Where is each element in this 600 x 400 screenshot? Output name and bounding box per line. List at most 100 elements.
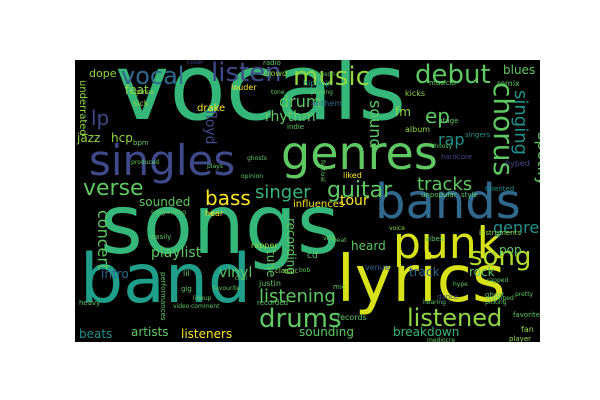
cloud-word-vocal: vocal xyxy=(121,62,185,90)
cloud-word-unpopular: unpopular xyxy=(421,191,457,199)
cloud-word-bass: bass xyxy=(205,186,251,210)
cloud-word-ep: ep xyxy=(425,104,450,128)
cloud-word-heavy: heavy xyxy=(79,299,101,307)
cloud-word-cd: cd xyxy=(307,251,318,261)
cloud-word-crowd: crowd xyxy=(263,69,288,78)
cloud-word-talented: talented xyxy=(485,185,515,193)
cloud-word-punk: punk xyxy=(393,218,503,269)
cloud-word-singer: singer xyxy=(255,182,311,203)
cloud-word-chill: chill xyxy=(235,275,248,282)
cloud-word-musical: musical xyxy=(429,79,456,87)
cloud-word-justin: justin xyxy=(259,279,281,288)
cloud-word-songwriting: songwriting xyxy=(151,209,187,216)
cloud-word-sounded: sounded xyxy=(139,195,191,209)
cloud-word-cover: cover xyxy=(187,60,204,66)
cloud-word-voice: voice xyxy=(389,225,405,232)
cloud-word-songs: songs xyxy=(100,178,340,273)
cloud-word-vibes: vibes xyxy=(425,235,444,243)
cloud-word-gonna: gonna xyxy=(135,89,154,96)
cloud-word-listen: listen xyxy=(211,60,282,88)
cloud-word-singles: singles xyxy=(89,136,236,185)
cloud-word-tracks: tracks xyxy=(417,174,473,195)
cloud-word-heard: heard xyxy=(351,239,386,253)
cloud-word-floyd: floyd xyxy=(202,110,218,145)
cloud-word-records: records xyxy=(337,313,367,322)
cloud-word-bands: bands xyxy=(375,174,521,230)
cloud-word-music: music xyxy=(293,62,370,92)
cloud-word-video: video xyxy=(173,303,190,310)
cloud-word-choosy: choosy xyxy=(431,143,453,150)
cloud-word-produced: produced xyxy=(131,159,160,166)
cloud-word-lp: lp xyxy=(91,106,110,130)
cloud-word-pumped: pumped xyxy=(489,295,514,302)
cloud-word-sick: sick xyxy=(133,99,149,108)
cloud-word-ghosts: ghosts xyxy=(247,155,267,162)
cloud-word-venue: venue xyxy=(365,263,390,272)
cloud-word-pop: pop xyxy=(499,243,522,257)
cloud-word-drake: drake xyxy=(197,103,226,114)
cloud-word-crimson: crimson xyxy=(311,71,335,78)
cloud-word-hyped: hyped xyxy=(505,159,530,168)
cloud-word-hiphop: hiphop xyxy=(303,79,331,88)
cloud-word-feat: feat xyxy=(125,83,149,97)
cloud-word-style: style xyxy=(461,191,478,199)
cloud-word-rhythm: rhythm xyxy=(265,109,316,125)
cloud-word-picking: picking xyxy=(485,299,507,306)
cloud-word-remix: remix xyxy=(497,79,520,88)
cloud-word-bob: bob xyxy=(299,267,311,274)
cloud-word-genres: genres xyxy=(281,126,438,180)
cloud-word-beats: beats xyxy=(79,327,113,341)
cloud-word-listeners: listeners xyxy=(181,327,233,341)
cloud-word-sounding: sounding xyxy=(299,325,354,339)
cloud-word-player: player xyxy=(509,335,532,343)
cloud-word-festival: festival xyxy=(319,160,326,182)
cloud-word-debut: debut xyxy=(415,60,491,90)
cloud-word-performances: performances xyxy=(159,272,167,321)
cloud-word-intro: intro xyxy=(101,267,129,281)
cloud-word-favourite: favourite xyxy=(213,285,240,292)
cloud-word-spotify: spotify xyxy=(534,132,540,186)
cloud-word-rapper: rapper xyxy=(251,241,278,250)
cloud-word-band: band xyxy=(80,240,252,319)
cloud-word-drums: drums xyxy=(259,304,342,334)
cloud-word-tone: tone xyxy=(271,89,285,96)
cloud-word-rapped: rapped xyxy=(487,277,509,284)
cloud-word-hype: hype xyxy=(453,281,468,288)
cloud-word-lineup: lineup xyxy=(193,295,212,302)
cloud-word-artists: artists xyxy=(131,325,169,339)
cloud-word-jazz: jazz xyxy=(77,131,101,145)
cloud-word-fan: fan xyxy=(521,325,534,334)
cloud-word-kicks: kicks xyxy=(405,89,426,98)
cloud-word-guitar: guitar xyxy=(327,178,393,203)
cloud-word-underrated: underrated xyxy=(77,80,88,136)
cloud-word-liked: liked xyxy=(343,171,362,180)
cloud-word-mic: mic xyxy=(333,283,346,291)
cloud-word-favorite: favorite xyxy=(513,311,540,319)
cloud-word-drum: drum xyxy=(279,92,322,111)
cloud-word-dance: dance xyxy=(437,293,459,301)
cloud-word-opinion: opinion xyxy=(241,173,264,180)
cloud-word-bpm: bpm xyxy=(133,139,149,147)
cloud-word-fm: fm xyxy=(395,105,411,119)
cloud-word-vibe: vibe xyxy=(323,235,336,242)
word-cloud: vocals songs band lyrics singles genres bands p… xyxy=(75,60,540,342)
cloud-word-vinyl: vinyl xyxy=(219,265,253,281)
cloud-word-concert: concert xyxy=(94,210,113,271)
cloud-word-ghost: ghost xyxy=(485,291,505,299)
cloud-word-breakdown: breakdown xyxy=(393,325,460,339)
cloud-word-plays: plays xyxy=(207,163,223,170)
cloud-word-song: song xyxy=(469,242,532,272)
cloud-word-classic: classic xyxy=(275,267,299,275)
cloud-word-rap: rap xyxy=(438,130,465,149)
cloud-word-sound: sound xyxy=(366,100,385,149)
cloud-word-stage: stage xyxy=(439,117,459,125)
cloud-word-mediocre: mediocre xyxy=(427,337,456,343)
cloud-word-dope: dope xyxy=(89,67,117,80)
cloud-word-anthem: anthem xyxy=(311,99,342,108)
cloud-word-hardcore: hardcore xyxy=(441,153,473,161)
cloud-word-singers: singers xyxy=(465,131,491,139)
cloud-word-blues: blues xyxy=(503,63,536,77)
cloud-word-influences: influences xyxy=(293,199,345,210)
cloud-word-comment: comment xyxy=(191,303,220,310)
cloud-word-album: album xyxy=(405,125,431,134)
